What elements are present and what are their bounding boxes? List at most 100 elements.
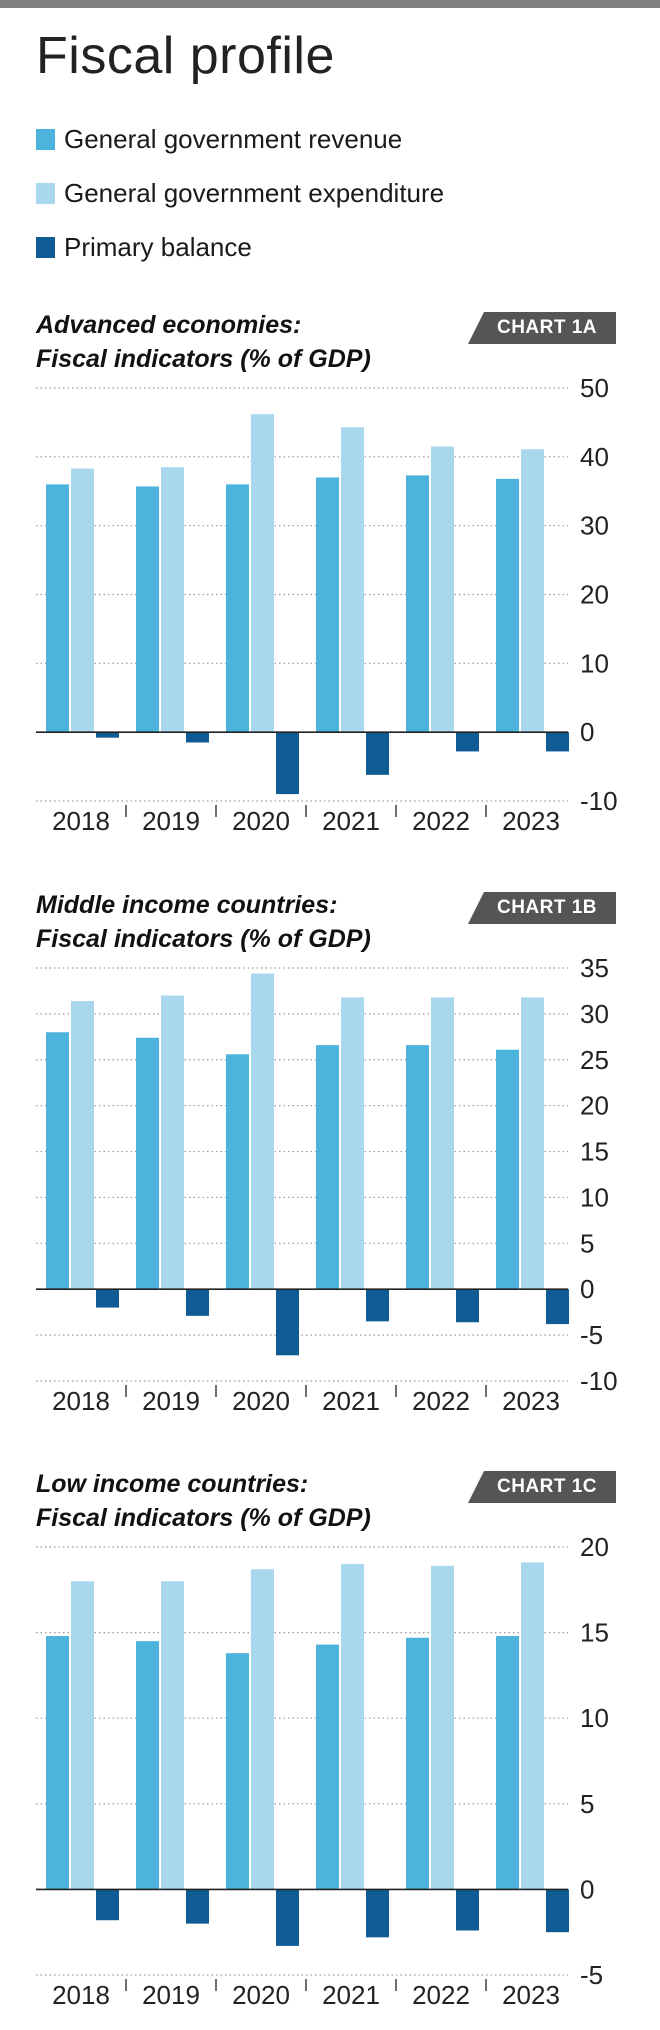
bar-revenue-2023 — [496, 1636, 519, 1890]
y-tick-label: 40 — [580, 442, 609, 472]
x-category-label: 2020 — [232, 1386, 290, 1416]
y-tick-label: 25 — [580, 1045, 609, 1075]
bar-expenditure-2018 — [71, 1581, 94, 1890]
bar-primary-balance-2020 — [276, 732, 299, 795]
legend-label-revenue: General government revenue — [64, 123, 403, 154]
chart-1a: Advanced economies: Fiscal indicators (%… — [0, 308, 660, 853]
y-tick-label: -5 — [580, 1960, 603, 1990]
legend-label-primary-balance: Primary balance — [64, 231, 252, 262]
bar-revenue-2023 — [496, 478, 519, 733]
y-tick-label: 30 — [580, 999, 609, 1029]
bar-revenue-2020 — [226, 1054, 249, 1290]
y-tick-label: -5 — [580, 1320, 603, 1350]
bar-revenue-2020 — [226, 1653, 249, 1890]
chart-badge-background — [468, 1471, 616, 1503]
bar-revenue-2018 — [46, 1032, 69, 1290]
x-category-label: 2019 — [142, 1980, 200, 2010]
bar-primary-balance-2021 — [366, 1889, 389, 1938]
bar-primary-balance-2022 — [456, 1889, 479, 1931]
bar-expenditure-2019 — [161, 995, 184, 1290]
x-category-label: 2022 — [412, 806, 470, 836]
x-category-label: 2022 — [412, 1386, 470, 1416]
bar-expenditure-2021 — [341, 427, 364, 733]
chart-title-line2: Fiscal indicators (% of GDP) — [36, 345, 371, 373]
y-tick-label: 0 — [580, 717, 594, 747]
chart-title-line1: Advanced economies: — [36, 311, 302, 339]
bar-primary-balance-2023 — [546, 732, 569, 752]
bar-revenue-2022 — [406, 1637, 429, 1890]
bar-primary-balance-2018 — [96, 1889, 119, 1921]
x-category-label: 2021 — [322, 1386, 380, 1416]
bar-primary-balance-2023 — [546, 1889, 569, 1933]
y-tick-label: 30 — [580, 511, 609, 541]
x-category-label: 2018 — [52, 806, 110, 836]
y-tick-label: 20 — [580, 1532, 609, 1562]
x-category-label: 2018 — [52, 1980, 110, 2010]
bar-revenue-2021 — [316, 1045, 339, 1290]
y-tick-label: 5 — [580, 1228, 594, 1258]
legend-item-revenue: General government revenue — [36, 112, 444, 166]
bar-revenue-2019 — [136, 1641, 159, 1890]
bar-revenue-2021 — [316, 1644, 339, 1890]
chart-badge: CHART 1B — [468, 892, 616, 924]
bar-primary-balance-2019 — [186, 1289, 209, 1316]
bar-primary-balance-2020 — [276, 1889, 299, 1946]
chart-1c: Low income countries: Fiscal indicators … — [0, 1467, 660, 2030]
x-category-label: 2019 — [142, 806, 200, 836]
y-tick-label: 10 — [580, 648, 609, 678]
y-tick-label: 0 — [580, 1274, 594, 1304]
x-category-label: 2021 — [322, 1980, 380, 2010]
bar-primary-balance-2019 — [186, 732, 209, 743]
chart-title-line1: Low income countries: — [36, 1470, 309, 1498]
bar-expenditure-2022 — [431, 446, 454, 733]
bar-revenue-2021 — [316, 477, 339, 733]
legend: General government revenue General gover… — [36, 112, 444, 274]
bar-primary-balance-2020 — [276, 1289, 299, 1356]
chart-title: Advanced economies: Fiscal indicators (%… — [36, 308, 371, 376]
chart-1b: Middle income countries: Fiscal indicato… — [0, 888, 660, 1433]
x-category-label: 2019 — [142, 1386, 200, 1416]
chart-plot: 35 30 25 20 15 10 5 0 -5 -10 2018 2019 2020 2021 2022 2… — [36, 953, 618, 1416]
chart-badge-background — [468, 892, 616, 924]
bar-expenditure-2020 — [251, 1569, 274, 1890]
y-tick-label: 20 — [580, 1091, 609, 1121]
chart-plot: 20 15 10 5 0 -5 2018 2019 2020 2021 2022 2023 — [36, 1532, 609, 2010]
y-tick-label: 50 — [580, 373, 609, 403]
y-tick-label: 10 — [580, 1703, 609, 1733]
y-tick-label: 10 — [580, 1182, 609, 1212]
chart-title: Middle income countries: Fiscal indicato… — [36, 888, 371, 956]
bar-expenditure-2020 — [251, 414, 274, 733]
y-tick-label: 0 — [580, 1874, 594, 1904]
legend-item-primary-balance: Primary balance — [36, 220, 444, 274]
legend-label-expenditure: General government expenditure — [64, 177, 445, 208]
bar-expenditure-2021 — [341, 997, 364, 1290]
bar-expenditure-2018 — [71, 468, 94, 733]
chart-badge: CHART 1A — [468, 312, 616, 344]
chart-title-line2: Fiscal indicators (% of GDP) — [36, 925, 371, 953]
chart-badge-background — [468, 312, 616, 344]
bar-primary-balance-2022 — [456, 732, 479, 752]
bar-expenditure-2023 — [521, 1562, 544, 1890]
bar-primary-balance-2022 — [456, 1289, 479, 1323]
bar-primary-balance-2018 — [96, 732, 119, 738]
bar-revenue-2022 — [406, 1045, 429, 1290]
x-category-label: 2023 — [502, 1980, 560, 2010]
legend-swatch-expenditure — [36, 182, 55, 204]
top-rule — [0, 0, 660, 8]
chart-title-line1: Middle income countries: — [36, 891, 338, 919]
legend-item-expenditure: General government expenditure — [36, 166, 444, 220]
y-tick-label: 15 — [580, 1137, 609, 1167]
bar-primary-balance-2021 — [366, 732, 389, 775]
bar-revenue-2019 — [136, 1037, 159, 1290]
x-category-label: 2020 — [232, 1980, 290, 2010]
bar-expenditure-2018 — [71, 1001, 94, 1290]
bar-expenditure-2022 — [431, 997, 454, 1290]
chart-badge-label: CHART 1C — [496, 1476, 598, 1497]
y-tick-label: -10 — [580, 786, 618, 816]
chart-badge-label: CHART 1A — [496, 317, 598, 338]
y-tick-label: 35 — [580, 953, 609, 983]
y-tick-label: -10 — [580, 1366, 618, 1396]
bar-revenue-2022 — [406, 475, 429, 733]
page-title: Fiscal profile — [36, 27, 335, 85]
bar-expenditure-2020 — [251, 973, 274, 1290]
